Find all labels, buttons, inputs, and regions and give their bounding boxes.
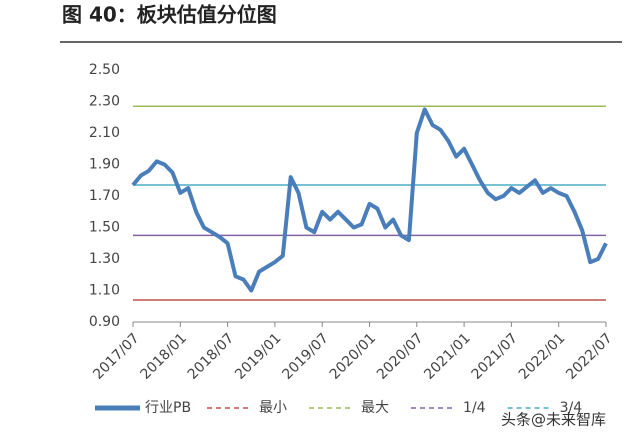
x-tick-label: 2022/07 <box>563 330 615 382</box>
x-tick-label: 2017/07 <box>90 330 142 382</box>
x-tick-label: 2020/07 <box>374 330 426 382</box>
legend-label: 1/4 <box>463 400 486 416</box>
legend-label: 行业PB <box>145 400 191 416</box>
x-tick-label: 2019/01 <box>232 330 284 382</box>
y-tick-label: 1.70 <box>89 188 120 204</box>
y-tick-label: 1.10 <box>89 283 120 299</box>
x-tick-label: 2021/07 <box>469 330 521 382</box>
y-tick-label: 1.30 <box>89 251 120 267</box>
x-tick-label: 2022/01 <box>516 330 568 382</box>
y-tick-label: 2.50 <box>89 62 120 78</box>
legend-label: 3/4 <box>560 400 583 416</box>
legend-label: 最大 <box>361 400 389 416</box>
data-line <box>131 107 608 293</box>
y-tick-label: 2.30 <box>89 94 120 110</box>
x-tick-label: 2018/01 <box>138 330 190 382</box>
y-tick-label: 2.10 <box>89 125 120 141</box>
watermark: 头条@未来智库 <box>501 411 606 429</box>
chart-title: 图 40：板块估值分位图 <box>62 3 277 27</box>
x-tick-label: 2021/01 <box>421 330 473 382</box>
x-tick-label: 2020/01 <box>327 330 379 382</box>
x-tick-label: 2019/07 <box>279 330 331 382</box>
x-tick-label: 2018/07 <box>185 330 237 382</box>
y-tick-label: 1.90 <box>89 157 120 173</box>
y-tick-label: 1.50 <box>89 220 120 236</box>
y-tick-label: 0.90 <box>89 314 120 330</box>
legend-label: 最小 <box>259 400 287 416</box>
